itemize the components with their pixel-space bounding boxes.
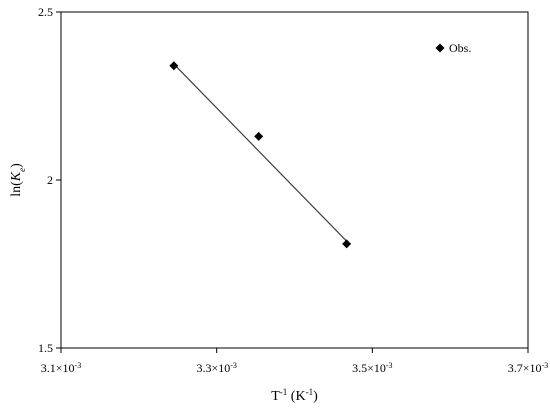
x-axis-title: T-1 (K-1) [271,387,318,404]
y-axis-ticks: 1.5 2 2.5 [38,5,61,355]
x-tick-label: 3.1×10-3 [41,361,81,376]
y-axis-title-base: ln( [9,181,24,197]
x-axis-title-base: T [271,389,280,404]
x-axis-title-sup1: -1 [280,387,288,397]
y-tick-label: 2.5 [38,5,53,19]
x-axis-title-end: ) [313,389,318,404]
data-point [342,239,352,249]
y-tick-label: 2 [47,173,53,187]
data-points [169,61,352,249]
x-tick-label: 3.5×10-3 [352,361,392,376]
x-axis-title-sup2: -1 [306,387,314,397]
trendline [173,63,348,242]
y-axis-title: ln(Ke) [9,163,27,197]
y-axis-title-end: ) [9,163,24,168]
y-axis-title-italic: K [9,171,24,182]
x-tick-label: 3.3×10-3 [196,361,236,376]
x-axis-ticks: 3.1×10-3 3.3×10-3 3.5×10-3 3.7×10-3 [41,348,548,375]
legend-marker-diamond [435,43,445,53]
y-tick-label: 1.5 [38,341,53,355]
x-axis-title-mid: (K [287,389,305,404]
data-point [254,131,264,141]
legend: Obs. [435,41,471,55]
y-axis-title-sub: e [17,168,27,172]
legend-label: Obs. [449,41,471,55]
x-tick-label: 3.7×10-3 [508,361,548,376]
trendline-group [173,63,348,242]
data-point [169,61,179,71]
